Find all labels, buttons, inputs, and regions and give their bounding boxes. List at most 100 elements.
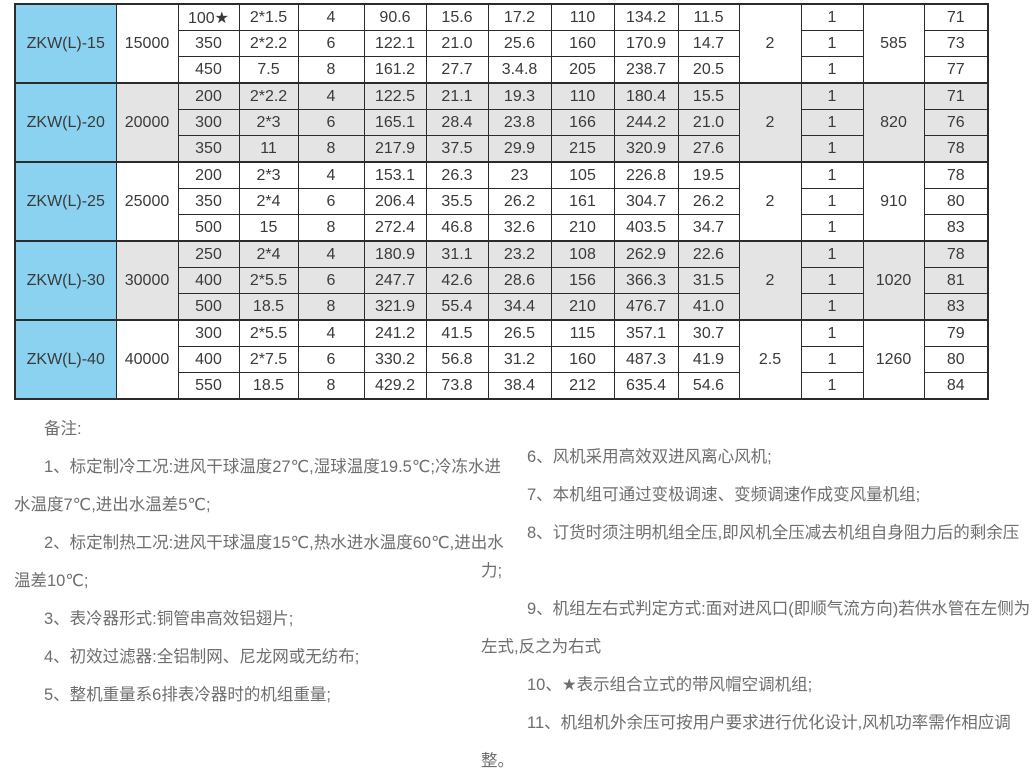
cell-noise: 73 (923, 30, 989, 57)
cell-fan-count: 1 (800, 319, 864, 347)
cell-value: 8 (297, 293, 365, 321)
cell-value: 110 (550, 82, 615, 110)
cell-value: 8 (297, 56, 365, 84)
table-row: 350 2*4 6 206.4 35.5 26.2 161 304.7 26.2 1 80 (15, 188, 989, 215)
cell-value: 27.6 (677, 135, 740, 163)
table-row: 500 15 8 272.4 46.8 32.6 210 403.5 34.7 1 83 (15, 214, 989, 242)
cell-value: 2*2.2 (238, 30, 299, 57)
cell-value: 122.5 (363, 82, 427, 110)
cell-noise: 80 (923, 188, 989, 215)
cell-value: 2*5.5 (238, 267, 299, 294)
cell-value: 23.2 (487, 240, 552, 268)
cell-value: 161 (550, 188, 615, 215)
cell-value: 400 (177, 346, 240, 373)
cell-value: 210 (550, 214, 615, 242)
cell-value: 11.5 (677, 3, 740, 31)
note-item: 1、标定制冷工况:进风干球温度27℃,湿球温度19.5℃;冷冻水进水温度7℃,进… (14, 458, 501, 514)
cell-value: 4 (297, 319, 365, 347)
cell-fan-count: 1 (800, 240, 864, 268)
cell-value: 31.1 (425, 240, 489, 268)
cell-value: 19.5 (677, 161, 740, 189)
cell-weight: 910 (862, 161, 925, 242)
table-row: 350 11 8 217.9 37.5 29.9 215 320.9 27.6 1 78 (15, 135, 989, 163)
cell-value: 37.5 (425, 135, 489, 163)
cell-value: 366.3 (613, 267, 679, 294)
cell-value: 21.1 (425, 82, 489, 110)
cell-value: 18.5 (238, 293, 299, 321)
cell-value: 429.2 (363, 372, 427, 400)
cell-value: 4 (297, 82, 365, 110)
cell-value: 4 (297, 3, 365, 31)
cell-value: 8 (297, 135, 365, 163)
cell-value: 6 (297, 188, 365, 215)
cell-value: 100★ (177, 3, 240, 31)
note-item: 4、初效过滤器:全铝制网、尼龙网或无纺布; (44, 648, 360, 666)
cell-value: 26.2 (487, 188, 552, 215)
cell-noise: 83 (923, 293, 989, 321)
cell-pipe: 2 (738, 240, 802, 321)
cell-value: 27.7 (425, 56, 489, 84)
cell-value: 25.6 (487, 30, 552, 57)
cell-noise: 79 (923, 319, 989, 347)
cell-value: 350 (177, 30, 240, 57)
cell-value: 6 (297, 30, 365, 57)
cell-weight: 585 (862, 3, 925, 84)
cell-pipe: 2 (738, 3, 802, 84)
cell-value: 400 (177, 267, 240, 294)
cell-value: 21.0 (425, 30, 489, 57)
cell-noise: 78 (923, 161, 989, 189)
cell-value: 226.8 (613, 161, 679, 189)
cell-value: 500 (177, 214, 240, 242)
cell-value: 2*3 (238, 109, 299, 136)
cell-value: 170.9 (613, 30, 679, 57)
cell-value: 357.1 (613, 319, 679, 347)
cell-fan-count: 1 (800, 56, 864, 84)
cell-value: 23 (487, 161, 552, 189)
cell-value: 635.4 (613, 372, 679, 400)
cell-fan-count: 1 (800, 267, 864, 294)
cell-value: 4 (297, 161, 365, 189)
note-item: 11、机组机外余压可按用户要求进行优化设计,风机功率需作相应调整。 (481, 714, 1011, 770)
cell-value: 11 (238, 135, 299, 163)
cell-value: 19.3 (487, 82, 552, 110)
cell-value: 6 (297, 346, 365, 373)
cell-value: 73.8 (425, 372, 489, 400)
cell-value: 28.6 (487, 267, 552, 294)
cell-fan-count: 1 (800, 161, 864, 189)
cell-value: 160 (550, 346, 615, 373)
cell-airflow: 30000 (115, 240, 179, 321)
cell-value: 21.0 (677, 109, 740, 136)
cell-value: 350 (177, 135, 240, 163)
cell-pipe: 2.5 (738, 319, 802, 400)
cell-value: 15.5 (677, 82, 740, 110)
cell-value: 14.7 (677, 30, 740, 57)
table-row: 400 2*7.5 6 330.2 56.8 31.2 160 487.3 41.9 1 80 (15, 346, 989, 373)
cell-value: 212 (550, 372, 615, 400)
cell-value: 46.8 (425, 214, 489, 242)
cell-value: 6 (297, 267, 365, 294)
cell-value: 550 (177, 372, 240, 400)
cell-noise: 78 (923, 240, 989, 268)
table-row: 450 7.5 8 161.2 27.7 3.4.8 205 238.7 20.5 1 77 (15, 56, 989, 84)
cell-fan-count: 1 (800, 135, 864, 163)
notes-right-column: 6、风机采用高效双进风离心风机; 7、本机组可通过变极调速、变频调速作成变风量机组… (481, 438, 1032, 780)
cell-value: 34.7 (677, 214, 740, 242)
cell-value: 244.2 (613, 109, 679, 136)
cell-value: 34.4 (487, 293, 552, 321)
table-row: ZKW(L)-25 25000 200 2*3 4 153.1 26.3 23 105 226.8… (14, 161, 989, 242)
cell-value: 217.9 (363, 135, 427, 163)
cell-weight: 820 (862, 82, 925, 163)
cell-value: 8 (297, 372, 365, 400)
cell-value: 2*5.5 (238, 319, 299, 347)
cell-noise: 71 (923, 82, 989, 110)
cell-value: 105 (550, 161, 615, 189)
cell-value: 15 (238, 214, 299, 242)
cell-value: 28.4 (425, 109, 489, 136)
table-row: ZKW(L)-30 30000 250 2*4 4 180.9 31.1 23.2 108 262… (14, 240, 989, 321)
cell-value: 41.5 (425, 319, 489, 347)
cell-value: 200 (177, 82, 240, 110)
cell-value: 2*4 (238, 188, 299, 215)
cell-value: 320.9 (613, 135, 679, 163)
cell-airflow: 25000 (115, 161, 179, 242)
cell-value: 262.9 (613, 240, 679, 268)
